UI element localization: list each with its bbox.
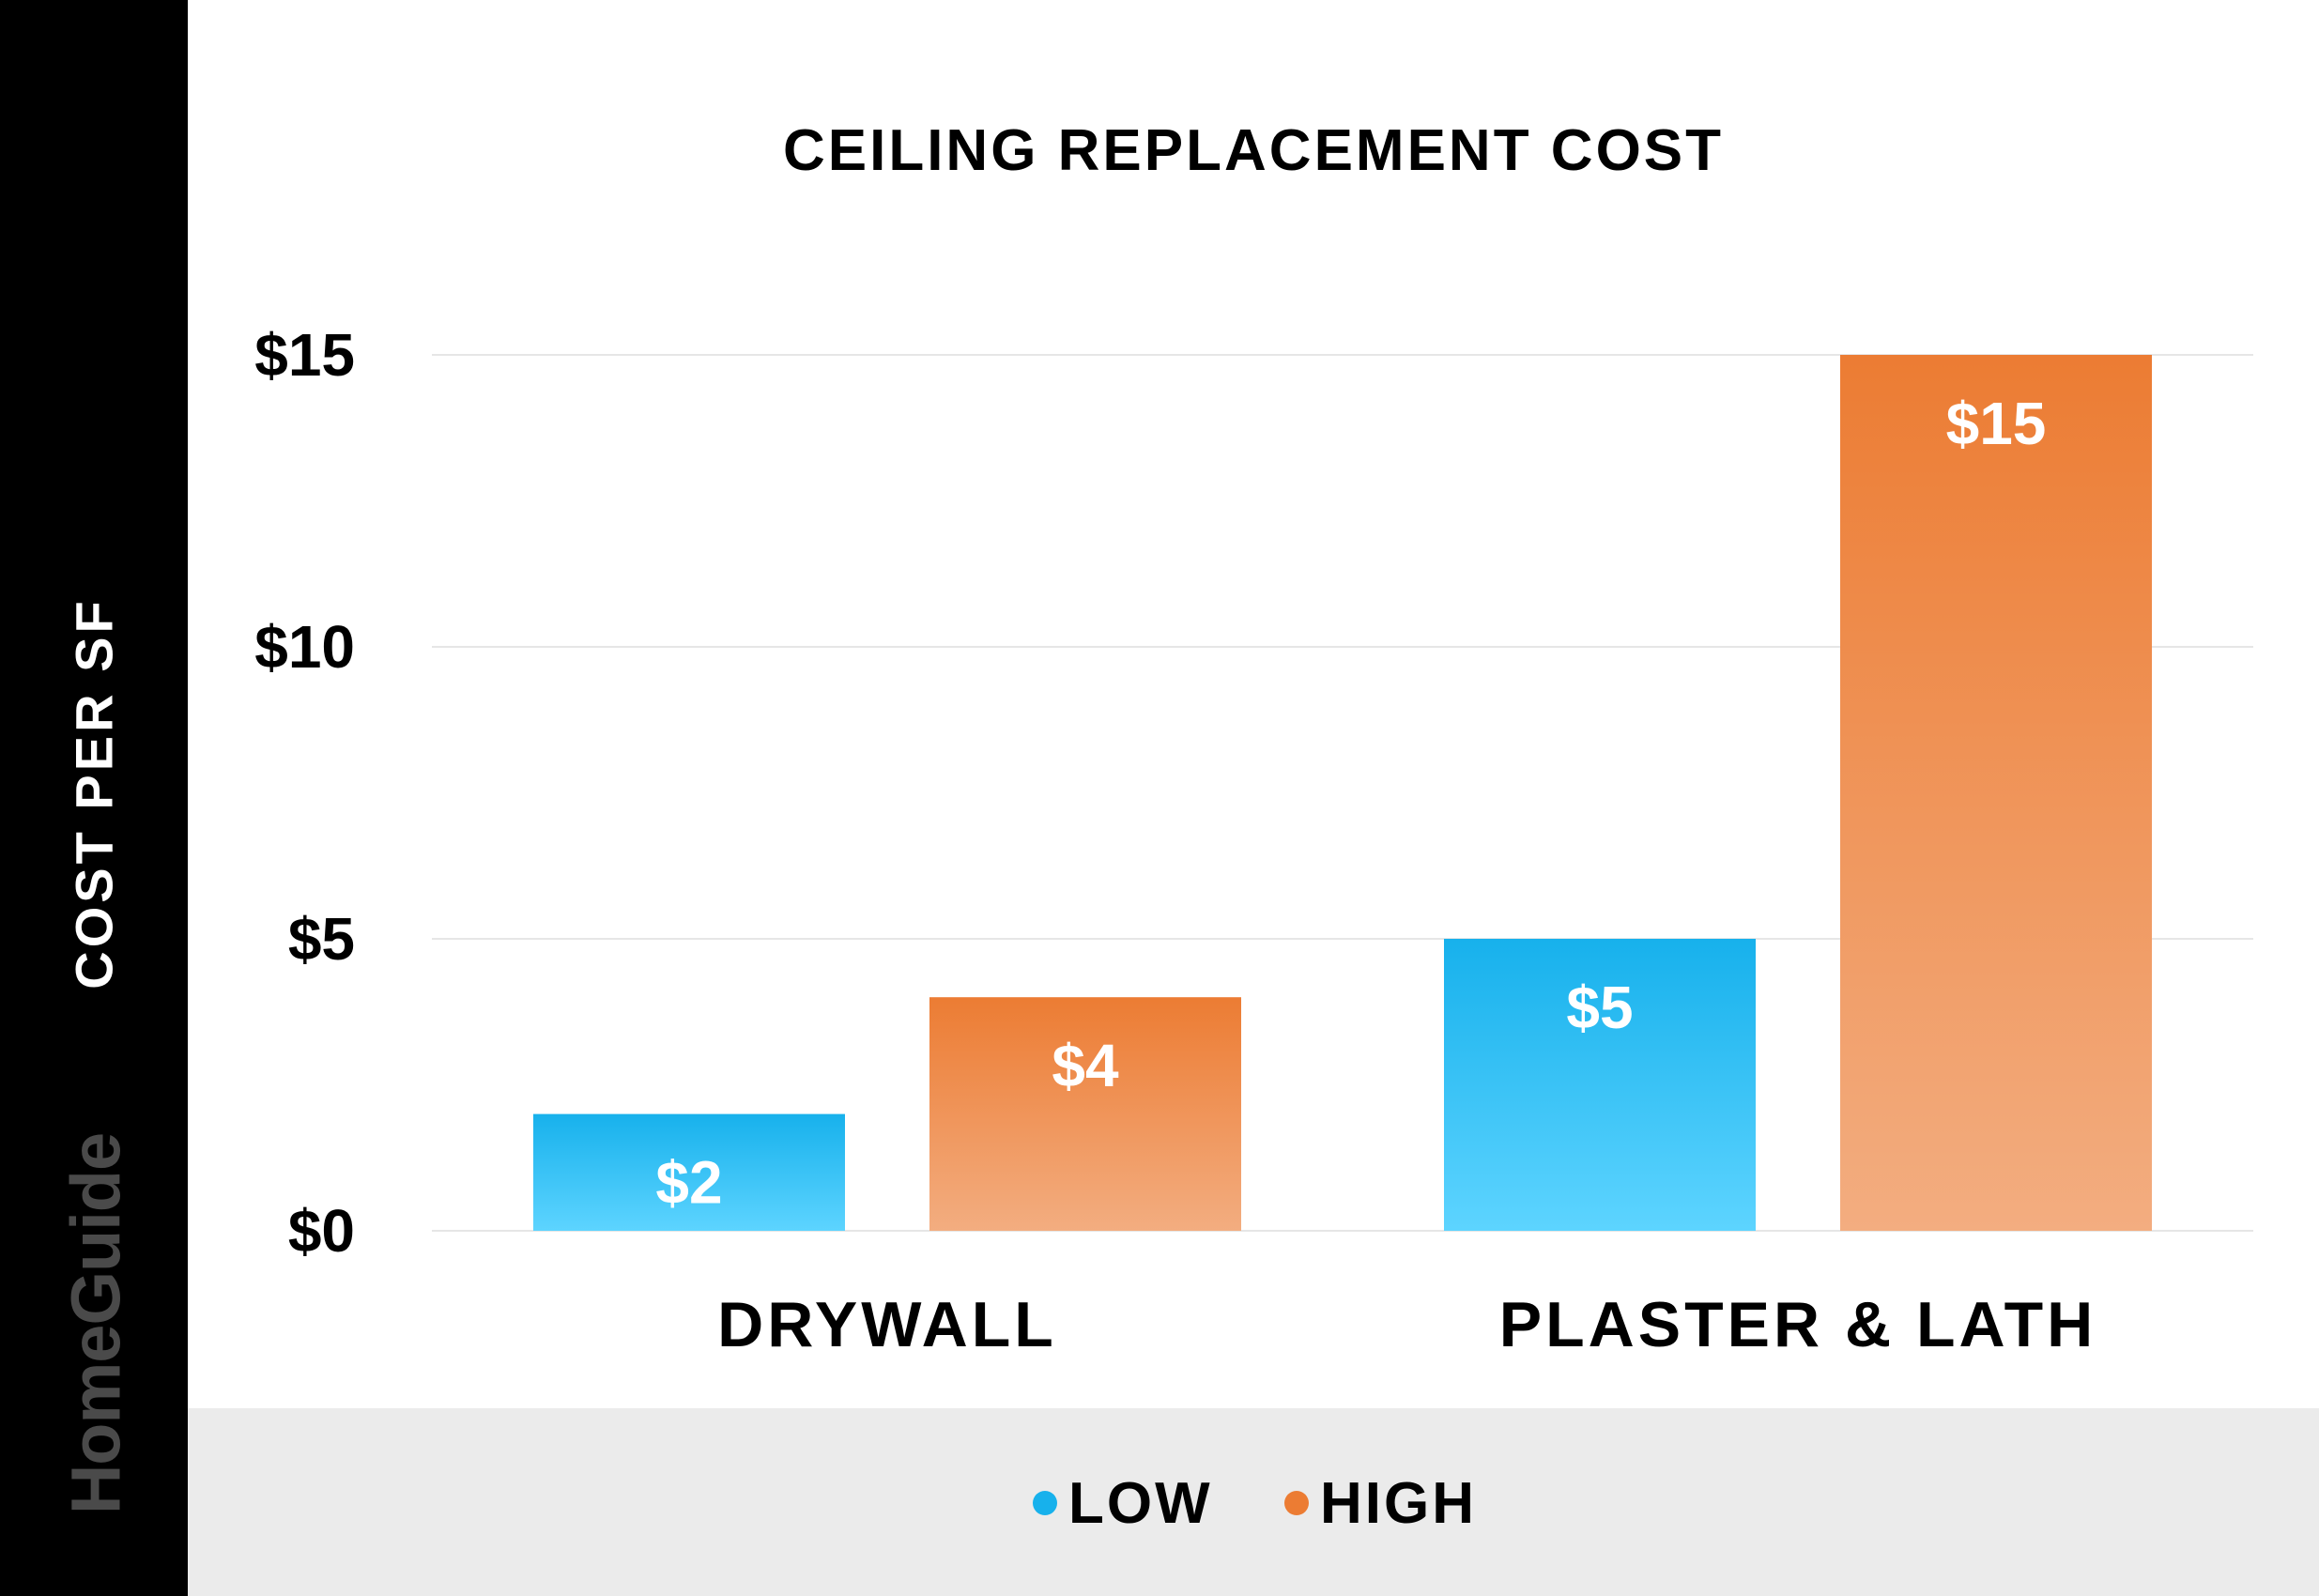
y-tick-label: $5 bbox=[288, 905, 355, 973]
y-tick-label: $10 bbox=[254, 613, 355, 681]
y-tick-label: $15 bbox=[254, 321, 355, 389]
legend-swatch-high bbox=[1284, 1491, 1309, 1515]
legend-item-high: HIGH bbox=[1284, 1470, 1477, 1536]
bar-high-1 bbox=[1840, 355, 2152, 1231]
bar-high-0 bbox=[929, 997, 1241, 1231]
chart-plot: $0 $5 $10 $15 $2 $4 $5 $15 DRYWALL PLASTER & LA… bbox=[254, 321, 2253, 1360]
legend-swatch-low bbox=[1033, 1491, 1057, 1515]
bar-low-1 bbox=[1444, 939, 1756, 1231]
legend-item-low: LOW bbox=[1033, 1470, 1213, 1536]
chart-title: CEILING REPLACEMENT COST bbox=[782, 118, 1725, 183]
bar-value-label: $4 bbox=[1052, 1032, 1119, 1099]
bar-low-0 bbox=[533, 1113, 845, 1231]
legend bbox=[188, 1408, 2319, 1596]
bars: $2 $4 $5 $15 bbox=[533, 355, 2152, 1231]
legend-label-high: HIGH bbox=[1320, 1470, 1477, 1536]
bar-value-label: $15 bbox=[1946, 390, 2047, 457]
x-tick-labels: DRYWALL PLASTER & LATH bbox=[717, 1289, 2097, 1360]
bar-value-label: $5 bbox=[1566, 974, 1633, 1041]
y-tick-label: $0 bbox=[288, 1197, 355, 1265]
sidebar: COST PER SF HomeGuide bbox=[0, 0, 188, 1596]
bar-value-label: $2 bbox=[655, 1149, 722, 1217]
x-tick-label: PLASTER & LATH bbox=[1499, 1289, 2097, 1360]
x-tick-label: DRYWALL bbox=[717, 1289, 1057, 1360]
legend-label-low: LOW bbox=[1068, 1470, 1213, 1536]
y-tick-labels: $0 $5 $10 $15 bbox=[254, 321, 355, 1265]
